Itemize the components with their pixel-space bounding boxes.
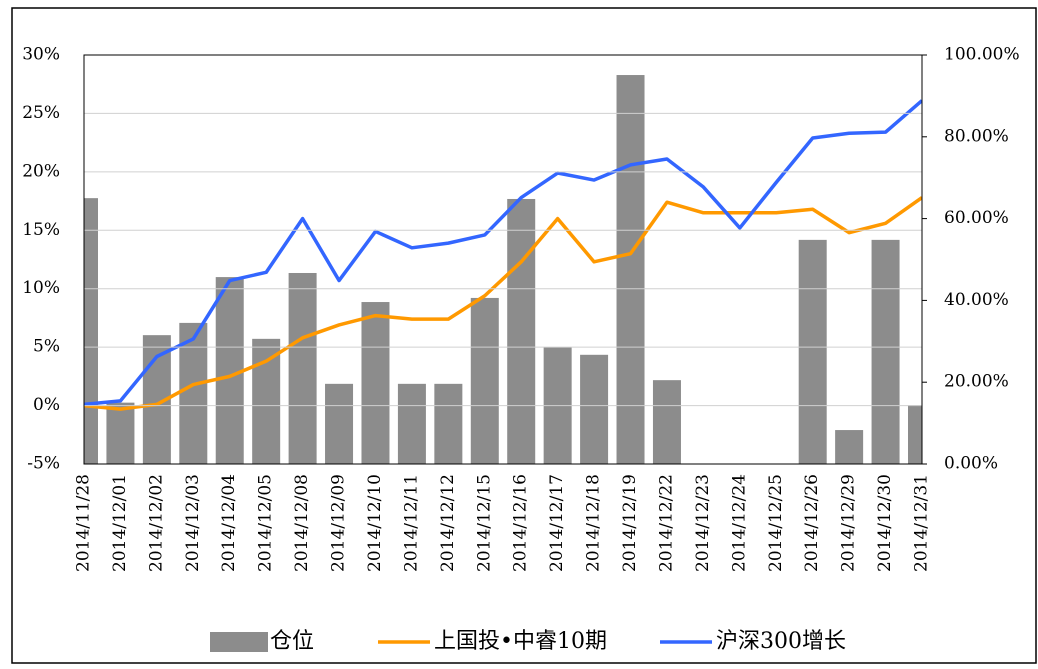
bar	[871, 239, 900, 464]
y-tick-label: 0%	[33, 395, 60, 415]
x-tick-label: 2014/12/30	[875, 474, 895, 572]
y-tick-label: 30%	[22, 45, 60, 65]
x-tick-label: 2014/12/03	[183, 474, 203, 572]
x-tick-label: 2014/12/24	[729, 474, 749, 572]
bar	[179, 322, 208, 464]
y-tick-label: 20%	[22, 161, 60, 181]
x-tick-label: 2014/12/10	[365, 474, 385, 572]
x-tick-label: 2014/12/11	[401, 474, 421, 572]
y-tick-label: 10%	[22, 278, 60, 298]
x-tick-label: 2014/12/08	[292, 474, 312, 572]
x-tick-label: 2014/12/23	[693, 474, 713, 572]
bar	[470, 297, 499, 464]
bar	[84, 198, 98, 464]
x-tick-label: 2014/12/05	[256, 474, 276, 572]
y2-tick-label: 0.00%	[944, 454, 998, 474]
y2-tick-label: 80.00%	[944, 126, 1009, 146]
bar	[616, 75, 645, 464]
y-tick-label: 5%	[33, 337, 60, 357]
x-tick-label: 2014/12/04	[219, 474, 239, 572]
line	[84, 196, 922, 411]
y2-tick-label: 60.00%	[944, 208, 1009, 228]
y-tick-label: -5%	[27, 454, 60, 474]
bar	[252, 338, 281, 464]
x-tick-label: 2014/12/02	[146, 474, 166, 572]
line	[84, 99, 922, 407]
bar	[507, 198, 536, 464]
x-tick-label: 2014/12/25	[766, 474, 786, 572]
bar	[908, 405, 922, 464]
x-tick-label: 2014/12/26	[802, 474, 822, 572]
bar	[434, 383, 463, 464]
x-tick-label: 2014/11/28	[74, 474, 94, 572]
x-tick-label: 2014/12/29	[839, 474, 859, 572]
y-tick-label: 15%	[22, 220, 60, 240]
y2-tick-label: 40.00%	[944, 290, 1009, 310]
legend-label: 上国投•中睿10期	[434, 629, 607, 654]
legend-swatch	[210, 632, 268, 652]
bar	[361, 302, 390, 464]
x-tick-label: 2014/12/12	[438, 474, 458, 572]
legend-label: 仓位	[270, 629, 314, 654]
bar	[580, 354, 609, 464]
x-tick-label: 2014/12/17	[547, 474, 567, 572]
bar	[106, 402, 135, 464]
bar	[798, 239, 827, 464]
y2-tick-label: 100.00%	[944, 45, 1020, 65]
plot-area	[84, 75, 922, 464]
x-tick-label: 2014/12/09	[329, 474, 349, 572]
y-tick-label: 25%	[22, 103, 60, 123]
bar	[325, 383, 354, 464]
plot-frame	[83, 54, 923, 465]
x-tick-label: 2014/12/15	[474, 474, 494, 572]
x-tick-label: 2014/12/19	[620, 474, 640, 572]
bar	[835, 430, 864, 464]
bar	[215, 277, 244, 464]
y2-tick-label: 20.00%	[944, 372, 1009, 392]
x-tick-label: 2014/12/18	[584, 474, 604, 572]
bar	[288, 272, 317, 464]
x-tick-label: 2014/12/31	[912, 474, 932, 572]
x-tick-label: 2014/12/22	[656, 474, 676, 572]
x-tick-label: 2014/12/16	[511, 474, 531, 572]
bar	[652, 380, 681, 464]
x-tick-label: 2014/12/01	[110, 474, 130, 572]
bar	[397, 383, 426, 464]
legend-label: 沪深300增长	[716, 629, 846, 654]
